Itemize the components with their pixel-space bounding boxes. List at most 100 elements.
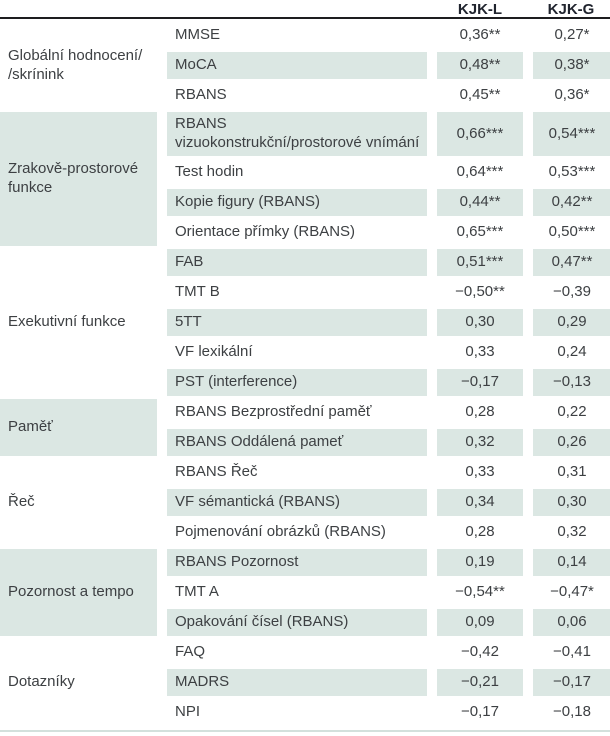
kjk-g-value-cell: 0,26 xyxy=(533,429,610,456)
table-row: Opakování čísel (RBANS) 0,09 0,06 xyxy=(0,609,610,636)
kjk-l-value-cell: −0,42 xyxy=(461,643,499,661)
table-row: TMT B −0,50** −0,39 xyxy=(0,279,610,306)
kjk-g-value-cell: −0,39 xyxy=(553,283,591,301)
test-name-cell: Orientace přímky (RBANS) xyxy=(175,223,356,241)
test-name-cell: PST (interference) xyxy=(167,369,427,396)
correlation-table-body: Globální hodnocení/ /skrínink MMSE 0,36** 0… xyxy=(0,22,610,726)
test-name-cell: FAQ xyxy=(175,643,206,661)
kjk-l-value-cell: 0,48** xyxy=(437,52,523,79)
kjk-g-value-cell: 0,29 xyxy=(533,309,610,336)
domain-group-label: Pozornost a tempo xyxy=(0,549,157,636)
table-row: Kopie figury (RBANS) 0,44** 0,42** xyxy=(0,189,610,216)
kjk-g-value-cell: 0,50*** xyxy=(548,223,596,241)
kjk-l-value-cell: −0,50** xyxy=(455,283,505,301)
table-row: VF lexikální 0,33 0,24 xyxy=(0,339,610,366)
table-row: Globální hodnocení/ /skrínink MMSE 0,36** 0… xyxy=(0,22,610,82)
test-name-cell: Opakování čísel (RBANS) xyxy=(167,609,427,636)
kjk-l-value-cell: 0,28 xyxy=(465,403,495,421)
test-name-cell: FAB xyxy=(167,249,427,276)
test-name-cell: Pojmenování obrázků (RBANS) xyxy=(175,523,386,541)
table-row: RBANS 0,45** 0,36* xyxy=(0,82,610,109)
test-name-cell: RBANS xyxy=(175,86,227,104)
table-row: Řeč RBANS Řeč 0,33 0,31 xyxy=(0,459,610,510)
test-name-cell: RBANS Oddálená pameť xyxy=(167,429,427,456)
kjk-l-value-cell: −0,17 xyxy=(437,369,523,396)
kjk-g-value-cell: −0,13 xyxy=(533,369,610,396)
domain-group-label: Dotazníky xyxy=(8,673,75,691)
domain-group-label: Paměť xyxy=(0,399,157,456)
table-bottom-rule xyxy=(0,730,610,732)
kjk-l-value-cell: 0,36** xyxy=(459,26,501,44)
kjk-g-value-cell: 0,06 xyxy=(533,609,610,636)
kjk-l-value-cell: −0,17 xyxy=(461,703,499,721)
kjk-l-value-cell: 0,51*** xyxy=(437,249,523,276)
table-row: 5TT 0,30 0,29 xyxy=(0,309,610,336)
kjk-l-value-cell: 0,64*** xyxy=(456,163,504,181)
kjk-g-value-cell: 0,36* xyxy=(554,86,590,104)
kjk-l-value-cell: 0,34 xyxy=(437,489,523,516)
kjk-l-value-cell: 0,66*** xyxy=(437,112,523,156)
kjk-g-value-cell: −0,17 xyxy=(533,669,610,696)
kjk-l-value-cell: 0,33 xyxy=(465,343,495,361)
kjk-l-value-cell: 0,33 xyxy=(465,463,495,481)
test-name-cell: Kopie figury (RBANS) xyxy=(167,189,427,216)
domain-group-label: Globální hodnocení/ /skrínink xyxy=(8,46,143,83)
table-row: RBANS Oddálená pameť 0,32 0,26 xyxy=(0,429,610,456)
kjk-l-value-cell: 0,09 xyxy=(437,609,523,636)
kjk-g-value-cell: 0,32 xyxy=(557,523,587,541)
table-row: MoCA 0,48** 0,38* xyxy=(0,52,610,79)
test-name-cell: RBANS vizuokonstrukční/prostorové vnímán… xyxy=(167,112,427,156)
kjk-g-value-cell: −0,18 xyxy=(553,703,591,721)
kjk-l-value-cell: 0,65*** xyxy=(456,223,504,241)
table-row: Paměť RBANS Bezprostřední paměť 0,28 0,22 xyxy=(0,399,610,456)
table-row: Exekutivní funkce FAB 0,51*** 0,47** xyxy=(0,249,610,330)
domain-group-label: Zrakově-prostorové funkce xyxy=(0,112,157,246)
kjk-g-value-cell: 0,27* xyxy=(554,26,590,44)
kjk-l-value-cell: 0,45** xyxy=(459,86,501,104)
test-name-cell: VF lexikální xyxy=(175,343,253,361)
test-name-cell: RBANS Pozornost xyxy=(167,549,427,576)
kjk-g-value-cell: 0,42** xyxy=(533,189,610,216)
kjk-l-value-cell: 0,30 xyxy=(437,309,523,336)
test-name-cell: Test hodin xyxy=(175,163,244,181)
table-row: Pojmenování obrázků (RBANS) 0,28 0,32 xyxy=(0,519,610,546)
test-name-cell: NPI xyxy=(175,703,201,721)
kjk-g-value-cell: 0,54*** xyxy=(533,112,610,156)
test-name-cell: RBANS Řeč xyxy=(175,463,258,481)
test-name-cell: TMT A xyxy=(175,583,219,601)
kjk-g-value-cell: 0,14 xyxy=(533,549,610,576)
test-name-cell: TMT B xyxy=(175,283,220,301)
kjk-l-value-cell: 0,19 xyxy=(437,549,523,576)
table-row: MADRS −0,21 −0,17 xyxy=(0,669,610,696)
test-name-cell: RBANS Bezprostřední paměť xyxy=(175,403,372,421)
column-header-kjk-l: KJK-L xyxy=(457,1,503,18)
domain-group-label: Exekutivní funkce xyxy=(8,313,126,331)
kjk-l-value-cell: 0,32 xyxy=(437,429,523,456)
kjk-g-value-cell: 0,47** xyxy=(533,249,610,276)
table-row: Zrakově-prostorové funkce RBANS vizuokons… xyxy=(0,112,610,246)
kjk-g-value-cell: 0,38* xyxy=(533,52,610,79)
table-row: Dotazníky FAQ −0,42 −0,41 xyxy=(0,639,610,690)
correlation-table-grid: Globální hodnocení/ /skrínink MMSE 0,36** 0… xyxy=(0,19,610,729)
kjk-g-value-cell: 0,22 xyxy=(557,403,587,421)
test-name-cell: MMSE xyxy=(175,26,220,44)
kjk-g-value-cell: 0,31 xyxy=(557,463,587,481)
test-name-cell: VF sémantická (RBANS) xyxy=(167,489,427,516)
table-row: PST (interference) −0,17 −0,13 xyxy=(0,369,610,396)
test-name-cell: 5TT xyxy=(167,309,427,336)
table-row: VF sémantická (RBANS) 0,34 0,30 xyxy=(0,489,610,516)
kjk-g-value-cell: 0,30 xyxy=(533,489,610,516)
table-row: Test hodin 0,64*** 0,53*** xyxy=(0,159,610,186)
kjk-l-value-cell: 0,44** xyxy=(437,189,523,216)
kjk-g-value-cell: 0,24 xyxy=(557,343,587,361)
test-name-cell: MADRS xyxy=(167,669,427,696)
kjk-g-value-cell: −0,41 xyxy=(553,643,591,661)
kjk-g-value-cell: −0,47* xyxy=(550,583,594,601)
table-column-header: KJK-L KJK-G xyxy=(0,0,610,19)
kjk-l-value-cell: 0,28 xyxy=(465,523,495,541)
table-row: NPI −0,17 −0,18 xyxy=(0,699,610,726)
table-row: Orientace přímky (RBANS) 0,65*** 0,50*** xyxy=(0,219,610,246)
domain-group-label: Řeč xyxy=(8,493,35,511)
column-header-kjk-g: KJK-G xyxy=(547,1,595,18)
